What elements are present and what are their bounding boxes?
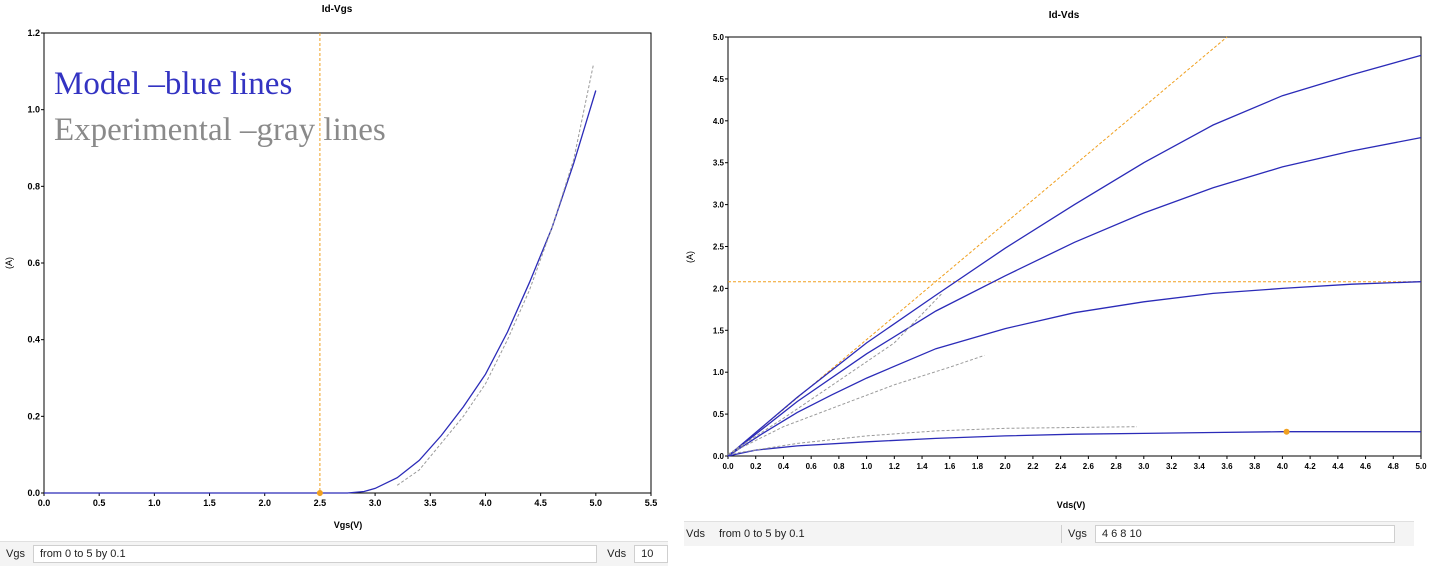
legend-experimental: Experimental –gray lines <box>54 112 386 148</box>
x-tick-label: 0.4 <box>778 462 790 471</box>
y-tick-label: 1.5 <box>713 326 725 335</box>
y-axis-label: (A) <box>4 257 14 269</box>
y-tick-label: 0.4 <box>27 335 40 345</box>
id-vds-chart[interactable]: Id-Vds (A) Vds(V) 0.0 0.2 0.4 0.6 0.8 1.0 1.2 1… <box>684 0 1434 520</box>
plot-frame <box>727 36 1422 457</box>
x-tick-label: 3.5 <box>424 498 437 508</box>
experimental-line-1 <box>396 63 595 486</box>
x-axis-label: Vgs(V) <box>334 520 363 530</box>
y-tick-label: 2.5 <box>713 243 725 252</box>
x-tick-label: 5.0 <box>1415 462 1427 471</box>
x-tick-label: 3.4 <box>1194 462 1206 471</box>
x-tick-label: 4.0 <box>1277 462 1289 471</box>
x-tick-label: 1.2 <box>889 462 901 471</box>
y-tick-label: 0.6 <box>27 258 40 268</box>
y-tick-label: 3.0 <box>713 201 725 210</box>
model-line-2 <box>727 136 1422 457</box>
x-tick-label: 4.2 <box>1305 462 1317 471</box>
x-tick-label: 1.0 <box>148 498 161 508</box>
y-tick-label: 0.5 <box>713 410 725 419</box>
x-tick-label: 0.8 <box>833 462 845 471</box>
model-line-3 <box>727 54 1422 457</box>
x-tick-label: 4.4 <box>1332 462 1344 471</box>
vds-label: Vds <box>607 548 627 560</box>
y-tick-label: 3.5 <box>713 159 725 168</box>
x-tick-label: 4.8 <box>1388 462 1400 471</box>
x-tick-label: 3.6 <box>1221 462 1233 471</box>
chart-title: Id-Vgs <box>322 4 353 15</box>
x-tick-label: 4.5 <box>534 498 547 508</box>
x-tick-label: 3.2 <box>1166 462 1178 471</box>
model-line-1 <box>727 281 1422 457</box>
right-chart-panel: Id-Vds (A) Vds(V) 0.0 0.2 0.4 0.6 0.8 1.0 1.2 1… <box>684 0 1434 569</box>
x-tick-label: 5.5 <box>645 498 658 508</box>
experimental-line-4 <box>727 426 1137 455</box>
x-tick-label: 1.0 <box>861 462 873 471</box>
y-tick-label: 0.8 <box>27 181 40 191</box>
x-tick-label: 3.8 <box>1249 462 1261 471</box>
x-tick-label: 5.0 <box>590 498 603 508</box>
left-sweep-bar: Vgs from 0 to 5 by 0.1 Vds 10 <box>0 541 668 566</box>
x-tick-label: 2.0 <box>258 498 271 508</box>
x-tick-label: 2.8 <box>1111 462 1123 471</box>
x-tick-label: 0.5 <box>93 498 106 508</box>
vgs-sweep-input[interactable]: from 0 to 5 by 0.1 <box>32 545 598 563</box>
x-tick-label: 4.6 <box>1360 462 1372 471</box>
legend-model: Model –blue lines <box>54 66 292 102</box>
model-line-0 <box>727 431 1421 457</box>
y-tick-label: 5.0 <box>713 33 725 42</box>
chart-title: Id-Vds <box>1049 10 1080 21</box>
y-tick-label: 1.0 <box>27 105 40 115</box>
x-tick-label: 2.6 <box>1083 462 1095 471</box>
x-tick-label: 2.0 <box>1000 462 1012 471</box>
x-tick-label: 1.8 <box>972 462 984 471</box>
y-tick-label: 4.0 <box>713 117 725 126</box>
y-tick-label: 1.2 <box>27 28 40 38</box>
cursor-marker[interactable] <box>316 490 323 496</box>
x-tick-label: 1.4 <box>916 462 928 471</box>
x-tick-label: 2.4 <box>1055 462 1067 471</box>
x-tick-label: 0.2 <box>750 462 762 471</box>
y-tick-label: 0.0 <box>27 488 40 498</box>
vgs-label: Vgs <box>6 548 25 560</box>
vds-label: Vds <box>686 528 705 540</box>
y-tick-label: 4.5 <box>713 75 725 84</box>
x-tick-label: 1.5 <box>203 498 216 508</box>
vds-sweep-input[interactable]: from 0 to 5 by 0.1 <box>718 528 805 540</box>
x-tick-label: 2.5 <box>314 498 327 508</box>
plot-frame <box>43 32 652 494</box>
y-tick-label: 2.0 <box>713 284 725 293</box>
vds-value-input[interactable]: 10 <box>634 545 668 563</box>
vgs-values-input[interactable]: 4 6 8 10 <box>1094 525 1395 543</box>
x-axis-label: Vds(V) <box>1057 500 1086 510</box>
x-tick-label: 4.0 <box>479 498 492 508</box>
x-tick-label: 1.6 <box>944 462 956 471</box>
experimental-line-5 <box>727 354 985 455</box>
left-chart-panel: Id-Vgs (A) Vgs(V) 0.0 0.5 1.0 1.5 2.0 2.5 3.0 3… <box>0 0 668 569</box>
x-tick-label: 0.0 <box>722 462 734 471</box>
x-tick-label: 2.2 <box>1027 462 1039 471</box>
x-tick-label: 3.0 <box>369 498 382 508</box>
x-tick-label: 0.0 <box>38 498 51 508</box>
cursor-diagonal[interactable] <box>727 36 1228 457</box>
y-tick-label: 1.0 <box>713 368 725 377</box>
cursor-marker[interactable] <box>1283 428 1290 435</box>
y-tick-label: 0.2 <box>27 411 40 421</box>
right-sweep-bar: Vds from 0 to 5 by 0.1 Vgs 4 6 8 10 <box>684 521 1414 546</box>
id-vgs-chart[interactable]: Id-Vgs (A) Vgs(V) 0.0 0.5 1.0 1.5 2.0 2.5 3.0 3… <box>0 0 668 540</box>
x-tick-label: 3.0 <box>1138 462 1150 471</box>
vgs-label: Vgs <box>1067 528 1087 540</box>
x-tick-label: 0.6 <box>806 462 818 471</box>
y-tick-label: 0.0 <box>713 452 725 461</box>
y-axis-label: (A) <box>685 251 695 263</box>
